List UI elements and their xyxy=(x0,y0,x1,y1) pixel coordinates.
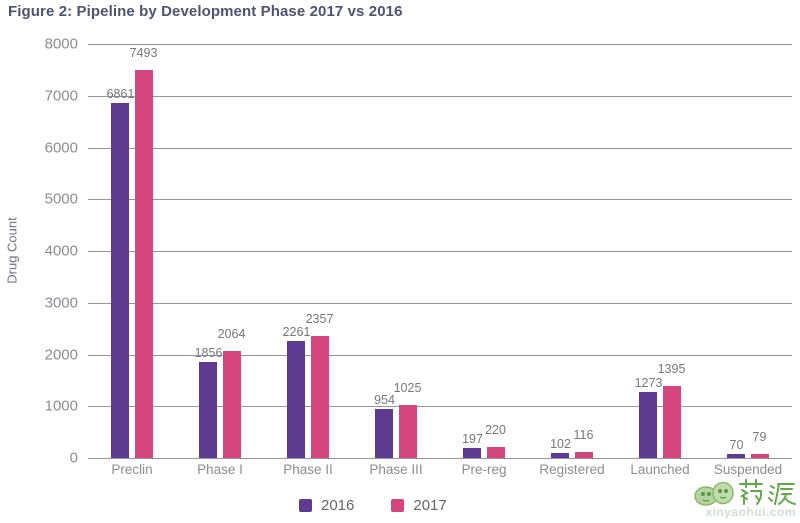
value-label-2017-pre-reg: 220 xyxy=(485,423,506,437)
value-label-2016-suspended: 70 xyxy=(729,438,744,452)
watermark-url: xinyaohui.com xyxy=(705,505,796,519)
x-label-phase-iii: Phase III xyxy=(369,462,423,477)
legend-item-2016: 2016 xyxy=(299,497,354,514)
chart-title: Figure 2: Pipeline by Development Phase … xyxy=(8,3,403,20)
value-label-2016-pre-reg: 197 xyxy=(462,432,483,446)
watermark-logo-row xyxy=(690,477,796,507)
bar-2017-registered xyxy=(575,452,593,458)
bar-2016-phase-i xyxy=(199,362,217,458)
x-label-phase-i: Phase I xyxy=(197,462,243,477)
value-label-2016-phase-ii: 2261 xyxy=(282,325,311,339)
bar-2017-pre-reg xyxy=(487,447,505,458)
bar-2016-registered xyxy=(551,453,569,458)
gridline-2000 xyxy=(88,354,792,356)
x-label-pre-reg: Pre-reg xyxy=(461,462,507,477)
legend-swatch-2017 xyxy=(391,499,405,512)
x-label-suspended: Suspended xyxy=(713,462,783,477)
value-label-2016-registered: 102 xyxy=(550,437,571,451)
y-tick-0: 0 xyxy=(69,449,78,467)
bar-2017-preclin xyxy=(135,70,153,458)
bar-2016-preclin xyxy=(111,103,129,458)
legend-label-2016: 2016 xyxy=(321,497,355,514)
watermark-brand-glyphs xyxy=(739,479,796,505)
y-tick-2000: 2000 xyxy=(44,346,78,363)
value-label-2017-phase-iii: 1025 xyxy=(393,381,422,395)
bar-2017-launched xyxy=(663,386,681,458)
gridline-6000 xyxy=(88,147,792,149)
y-tick-8000: 8000 xyxy=(44,35,78,53)
bar-2017-suspended xyxy=(751,454,769,458)
y-tick-1000: 1000 xyxy=(44,397,78,415)
bar-2016-launched xyxy=(639,392,657,458)
legend-label-2017: 2017 xyxy=(413,497,447,514)
x-label-launched: Launched xyxy=(630,462,690,477)
value-label-2017-suspended: 79 xyxy=(752,430,767,444)
x-label-registered: Registered xyxy=(539,462,605,477)
value-label-2017-phase-ii: 2357 xyxy=(305,312,334,326)
bar-group-preclin: 6861 7493 xyxy=(88,44,176,458)
bar-2017-phase-ii xyxy=(311,336,329,458)
gridline-0 xyxy=(88,458,792,459)
value-label-2017-phase-i: 2064 xyxy=(217,327,246,341)
bar-group-registered: 102 116 xyxy=(528,44,616,458)
bar-group-suspended: 70 79 xyxy=(704,44,792,458)
bar-group-pre-reg: 197 220 xyxy=(440,44,528,458)
y-axis-tick-labels: 0 1000 2000 3000 4000 5000 6000 7000 8000 xyxy=(0,36,78,467)
bar-2017-phase-i xyxy=(223,351,241,458)
gridline-1000 xyxy=(88,406,792,408)
bar-2016-phase-ii xyxy=(287,341,305,458)
gridline-7000 xyxy=(88,95,792,97)
value-label-2017-preclin: 7493 xyxy=(129,46,158,60)
legend-swatch-2016 xyxy=(299,499,312,512)
value-label-2016-launched: 1273 xyxy=(634,376,663,390)
bar-2017-phase-iii xyxy=(399,405,417,458)
y-tick-5000: 5000 xyxy=(44,190,78,208)
y-tick-4000: 4000 xyxy=(44,242,78,260)
gridline-5000 xyxy=(88,199,792,201)
value-label-2016-phase-i: 1856 xyxy=(194,346,223,360)
y-tick-7000: 7000 xyxy=(44,87,78,105)
x-label-preclin: Preclin xyxy=(111,462,153,477)
gridline-8000 xyxy=(88,44,792,45)
bar-2016-suspended xyxy=(727,454,745,458)
gridline-3000 xyxy=(88,302,792,304)
watermark: xinyaohui.com xyxy=(690,477,796,519)
bar-group-phase-iii: 954 1025 xyxy=(352,44,440,458)
bar-group-phase-i: 1856 2064 xyxy=(176,44,264,458)
value-label-2017-launched: 1395 xyxy=(657,362,686,376)
bar-2016-phase-iii xyxy=(375,409,393,458)
x-label-phase-ii: Phase II xyxy=(283,462,333,477)
value-label-2017-registered: 116 xyxy=(573,428,594,442)
plot-area: 6861 7493 1856 2064 2261 2357 954 1025 197 220 102… xyxy=(88,44,792,459)
legend: 2016 2017 xyxy=(299,497,447,514)
gridline-4000 xyxy=(88,251,792,252)
bar-group-launched: 1273 1395 xyxy=(616,44,704,458)
mascot-icon xyxy=(694,481,734,506)
value-label-2016-phase-iii: 954 xyxy=(374,393,395,407)
legend-item-2017: 2017 xyxy=(391,497,447,514)
y-tick-6000: 6000 xyxy=(44,139,78,156)
bar-2016-pre-reg xyxy=(463,448,481,458)
x-axis-labels: Preclin Phase I Phase II Phase III Pre-reg Re… xyxy=(88,462,792,477)
bar-group-phase-ii: 2261 2357 xyxy=(264,44,352,458)
value-label-2016-preclin: 6861 xyxy=(106,87,135,101)
y-tick-3000: 3000 xyxy=(44,294,78,312)
